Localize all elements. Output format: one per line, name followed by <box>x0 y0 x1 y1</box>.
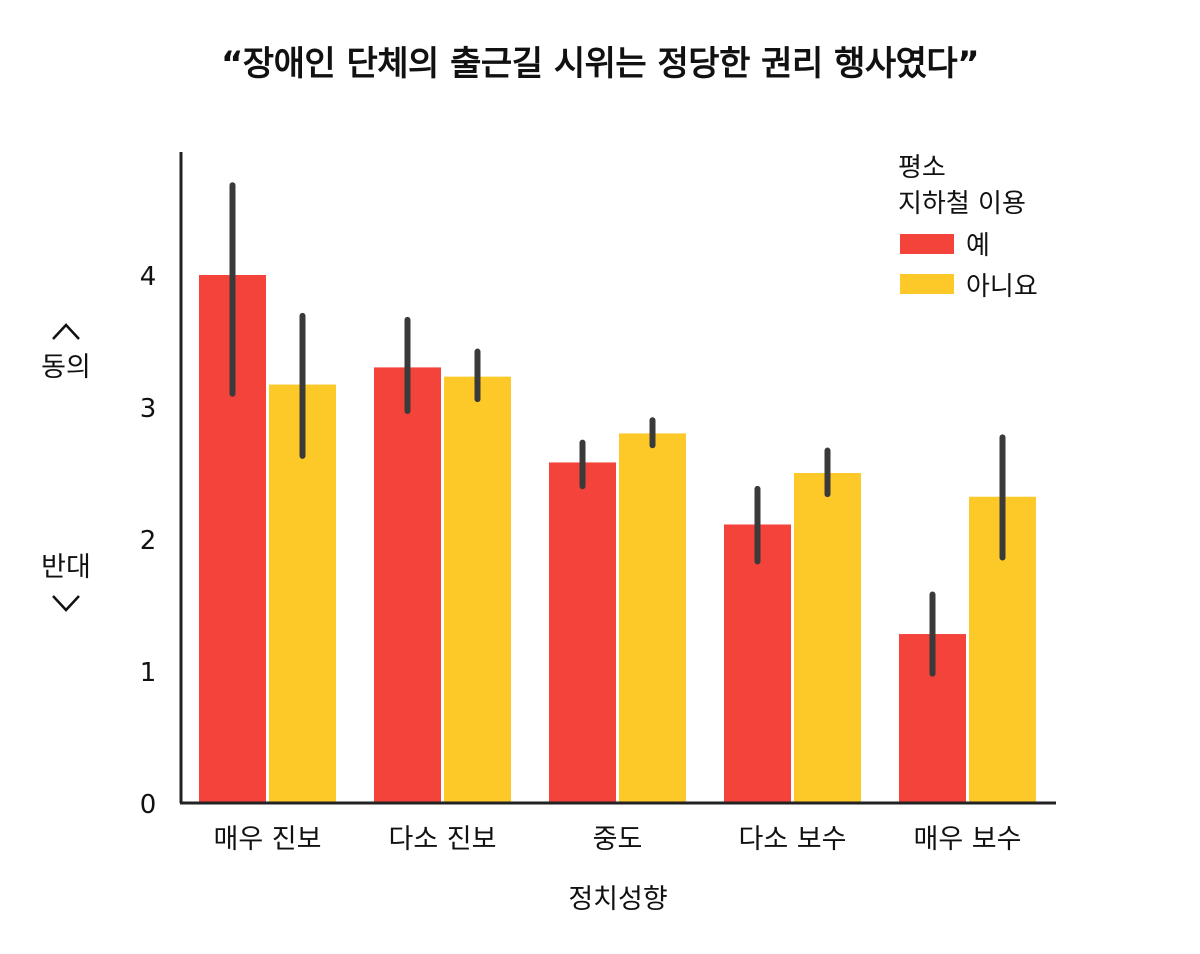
x-category-label: 중도 <box>593 824 643 855</box>
chart-title: “장애인 단체의 출근길 시위는 정당한 권리 행사였다” <box>220 44 980 84</box>
legend-title-line2: 지하철 이용 <box>898 189 1026 219</box>
legend-swatch-yes <box>900 234 954 254</box>
bar-yes <box>374 367 441 803</box>
bar-yes <box>549 462 616 803</box>
x-category-label: 다소 진보 <box>389 824 497 855</box>
bar-no <box>444 376 511 803</box>
legend-label-yes: 예 <box>966 231 990 261</box>
legend: 평소 지하철 이용 예 아니요 <box>898 153 1038 302</box>
bar-no <box>794 473 861 803</box>
x-category-label: 다소 보수 <box>739 824 847 855</box>
y-tick-label: 2 <box>140 526 157 556</box>
y-tick-label: 1 <box>140 658 157 688</box>
x-category-label: 매우 보수 <box>914 824 1022 855</box>
ylabel-agree: 동의 <box>41 352 91 383</box>
legend-label-no: 아니요 <box>966 272 1038 302</box>
x-category-label: 매우 진보 <box>214 824 322 855</box>
plot-area <box>199 182 1036 803</box>
legend-swatch-no <box>900 274 954 294</box>
ylabel-disagree: 반대 <box>41 552 91 583</box>
legend-title-line1: 평소 <box>898 153 946 183</box>
chevron-down-icon <box>52 595 80 612</box>
y-tick-label: 4 <box>140 262 157 292</box>
bar-yes <box>724 524 791 803</box>
x-axis-title: 정치성향 <box>568 884 667 915</box>
y-tick-label: 0 <box>140 790 157 820</box>
chevron-up-icon <box>52 323 80 340</box>
bar-no <box>619 433 686 803</box>
y-tick-label: 3 <box>140 394 157 424</box>
